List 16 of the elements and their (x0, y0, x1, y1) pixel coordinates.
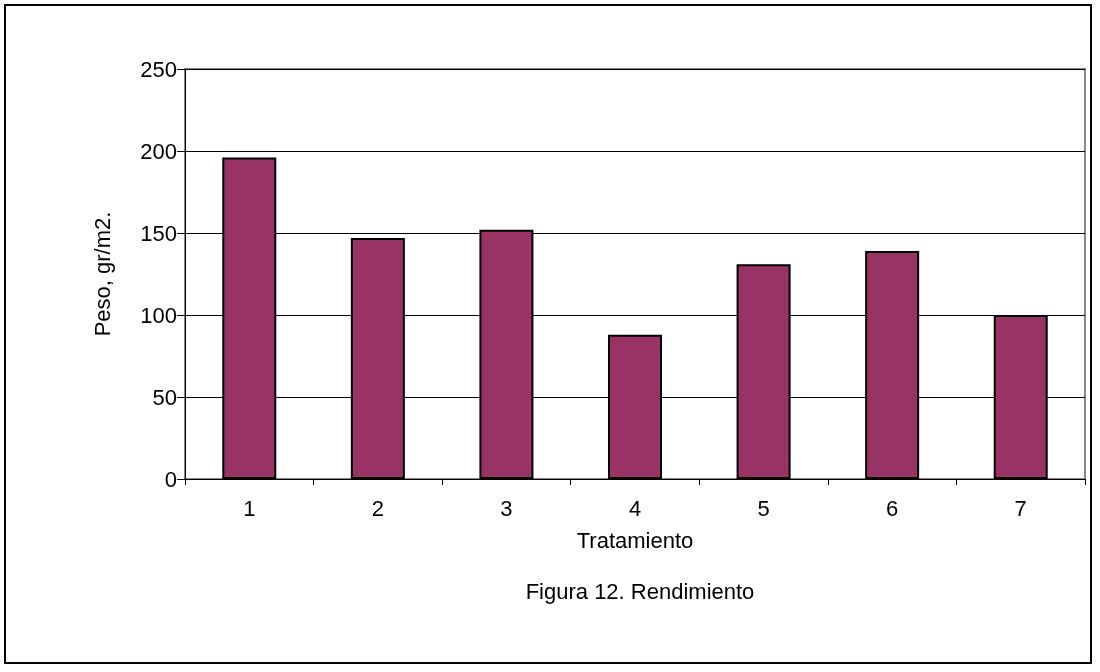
y-tick-label: 250 (140, 56, 177, 82)
x-axis-title: Tratamiento (576, 527, 694, 553)
y-tick-label: 100 (140, 302, 177, 328)
x-tick-label: 6 (886, 495, 899, 521)
y-axis-title: Peso, gr/m2. (89, 211, 115, 337)
x-tick-label: 2 (371, 495, 384, 521)
x-tick-label: 1 (243, 495, 256, 521)
x-tick-label: 3 (500, 495, 513, 521)
x-tick-label: 4 (628, 495, 642, 521)
x-tick-label: 5 (757, 495, 770, 521)
y-tick-label: 200 (140, 138, 177, 164)
text: Figura 12. Rendimiento (525, 578, 755, 604)
y-tick-label: 150 (140, 220, 177, 246)
y-tick-label: 50 (152, 384, 177, 410)
x-tick-label: 7 (1014, 495, 1027, 521)
y-tick-label: 0 (164, 466, 177, 492)
